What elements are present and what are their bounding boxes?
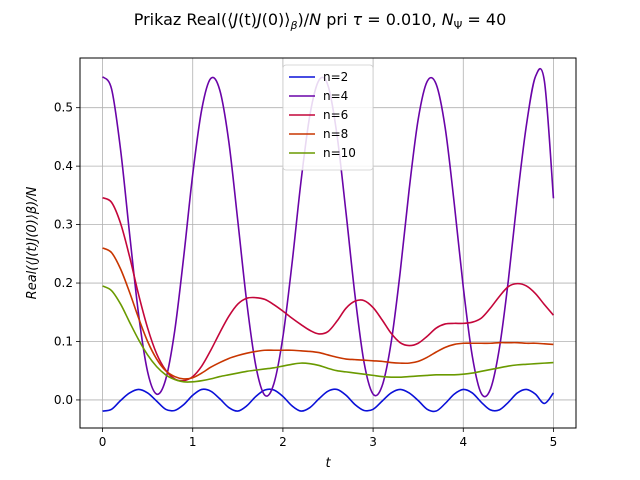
title-over-n: )/	[298, 10, 310, 29]
chart-title: Prikaz Real(⟨J(t)J(0)⟩β)/N pri τ = 0.010…	[134, 10, 507, 32]
y-tick-label: 0.4	[54, 159, 73, 173]
series-line-n-2	[102, 388, 555, 413]
y-axis-label: Real(⟨J(t)J(0)⟩β)/N	[25, 186, 40, 299]
x-tick-label: 3	[369, 435, 377, 449]
y-tick-label: 0.5	[54, 101, 73, 115]
title-j2: J	[254, 10, 262, 29]
title-n: N	[309, 10, 321, 29]
legend-label: n=10	[323, 146, 356, 160]
x-tick-label: 4	[459, 435, 467, 449]
legend-label: n=8	[323, 127, 348, 141]
y-tick-label: 0.3	[54, 218, 73, 232]
ticks: 0 1 2 3 4 5 0.0 0.1 0.2 0.3 0.4 0.5	[54, 101, 557, 449]
title-tau-value: = 0.010,	[362, 10, 442, 29]
plot-frame	[79, 57, 577, 429]
legend: n=2 n=4 n=6 n=8 n=10	[282, 64, 374, 171]
y-tick-label: 0.0	[54, 393, 73, 407]
title-prefix: Prikaz Real(	[134, 10, 227, 29]
legend-box	[282, 64, 374, 171]
title-j1: J	[230, 10, 238, 29]
y-tick-label: 0.1	[54, 334, 73, 348]
title-npsi-value: = 40	[462, 10, 506, 29]
legend-label: n=2	[323, 70, 348, 84]
title-npsi: N	[442, 10, 454, 29]
series-line-n-8	[102, 247, 554, 380]
legend-label: n=6	[323, 108, 348, 122]
title-mid: pri	[321, 10, 352, 29]
title-t-arg: (t)	[238, 10, 257, 29]
series-line-n-10	[102, 285, 554, 383]
title-tau: τ	[353, 10, 363, 29]
grid	[80, 58, 576, 428]
x-tick-label: 2	[279, 435, 287, 449]
x-tick-label: 5	[550, 435, 558, 449]
title-open-angle: ⟨	[227, 10, 233, 29]
title-psi: Ψ	[454, 19, 463, 32]
legend-label: n=4	[323, 89, 348, 103]
x-tick-label: 0	[99, 435, 107, 449]
y-tick-label: 0.2	[54, 276, 73, 290]
title-close-angle: ⟩	[284, 10, 290, 29]
x-tick-label: 1	[189, 435, 197, 449]
x-axis-label: t	[325, 456, 331, 471]
title-beta: β	[290, 19, 298, 32]
title-zero-arg: (0)	[262, 10, 285, 29]
